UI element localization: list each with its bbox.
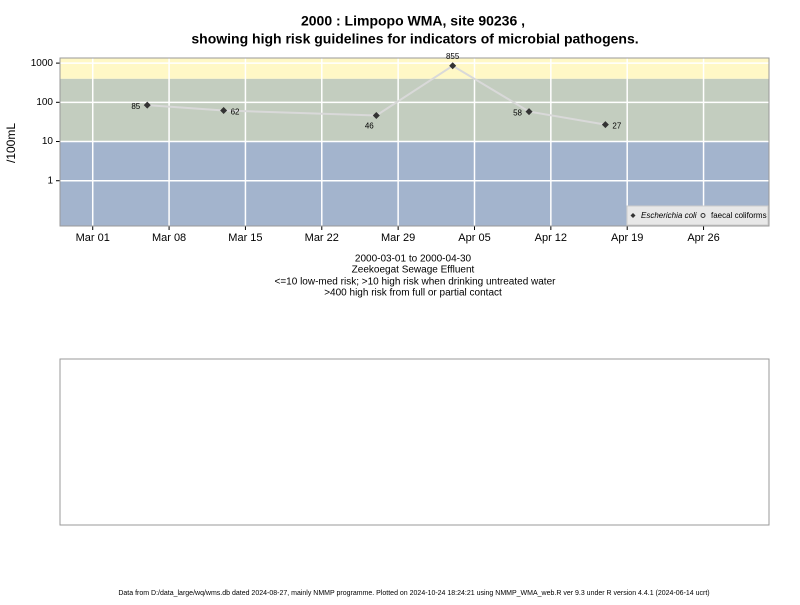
note: <=10 low-med risk; >10 high risk when dr… — [275, 277, 557, 288]
x-tick-label: Apr 26 — [687, 232, 719, 244]
x-tick-label: Mar 01 — [76, 232, 110, 244]
legend-marker — [630, 213, 636, 218]
data-label: 27 — [612, 122, 621, 131]
plot-frame — [59, 57, 770, 227]
chart-title: 2000 : Limpopo WMA, site 90236 , — [301, 13, 525, 29]
note: Zeekoegat Sewage Effluent — [352, 265, 475, 276]
legend-label: faecal coliforms — [711, 211, 767, 220]
note: >400 high risk from full or partial cont… — [324, 288, 502, 299]
risk-band — [60, 58, 769, 79]
empty-panel — [59, 358, 770, 526]
data-point — [143, 101, 151, 109]
legend-label: Escherichia coli — [641, 211, 697, 220]
chart-title: showing high risk guidelines for indicat… — [191, 31, 638, 47]
data-label: 62 — [231, 108, 240, 117]
footer: Data from D:/data_large/wq/wms.db dated … — [118, 590, 709, 597]
x-tick-label: Apr 05 — [458, 232, 490, 244]
data-line — [147, 64, 606, 126]
data-label: 46 — [365, 122, 374, 131]
legend: Escherichia coli faecal coliforms — [626, 205, 769, 226]
data-point — [525, 108, 533, 116]
data-label: 85 — [131, 102, 140, 111]
y-tick-label: 1000 — [31, 58, 54, 69]
x-tick-label: Apr 12 — [535, 232, 567, 244]
note: 2000-03-01 to 2000-04-30 — [355, 254, 472, 265]
risk-band — [60, 78, 769, 142]
data-point — [372, 112, 380, 120]
x-tick-label: Mar 08 — [152, 232, 186, 244]
y-tick-label: 10 — [42, 136, 54, 147]
data-point — [220, 106, 228, 114]
x-tick-label: Mar 29 — [381, 232, 415, 244]
legend-box — [626, 205, 769, 226]
data-label: 58 — [513, 109, 522, 118]
data-label: 855 — [446, 52, 460, 61]
data-point — [601, 121, 609, 129]
legend-marker — [700, 213, 706, 218]
y-axis-label: /100mL — [4, 123, 18, 163]
data-point — [449, 62, 457, 70]
y-tick-label: 1 — [47, 175, 53, 186]
y-tick-label: 100 — [36, 97, 53, 108]
x-tick-label: Apr 19 — [611, 232, 643, 244]
x-tick-label: Mar 22 — [305, 232, 339, 244]
x-tick-label: Mar 15 — [228, 232, 262, 244]
